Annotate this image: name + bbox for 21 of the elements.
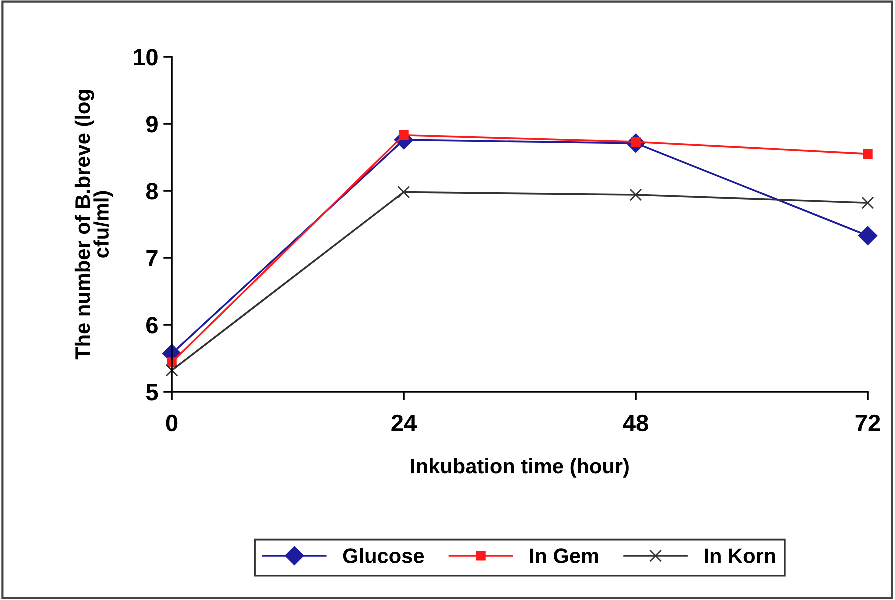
y-tick-label: 8 (146, 183, 158, 200)
y-tick-label: 7 (146, 250, 158, 267)
x-tick-label: 24 (392, 414, 418, 432)
point (863, 149, 873, 160)
y-axis-title: The number of B.breve (log cfu/ml) (74, 90, 114, 360)
y-tick-label: 5 (146, 384, 158, 401)
legend-label: Glucose (343, 548, 424, 564)
point (858, 226, 878, 246)
legend-label: In Korn (705, 548, 776, 564)
point (862, 196, 874, 210)
y-tick-label: 9 (146, 116, 158, 133)
x-tick-label: 72 (856, 414, 880, 432)
y-tick-label: 10 (134, 49, 158, 66)
x-tick-label: 0 (166, 414, 178, 432)
point (398, 186, 410, 199)
point (166, 364, 178, 377)
y-tick-label: 6 (146, 317, 158, 334)
x-tick-label: 48 (623, 414, 648, 432)
point (630, 188, 642, 202)
x-axis-title: Inkubation time (hour) (411, 458, 629, 478)
legend-label: In Gem (530, 548, 598, 564)
